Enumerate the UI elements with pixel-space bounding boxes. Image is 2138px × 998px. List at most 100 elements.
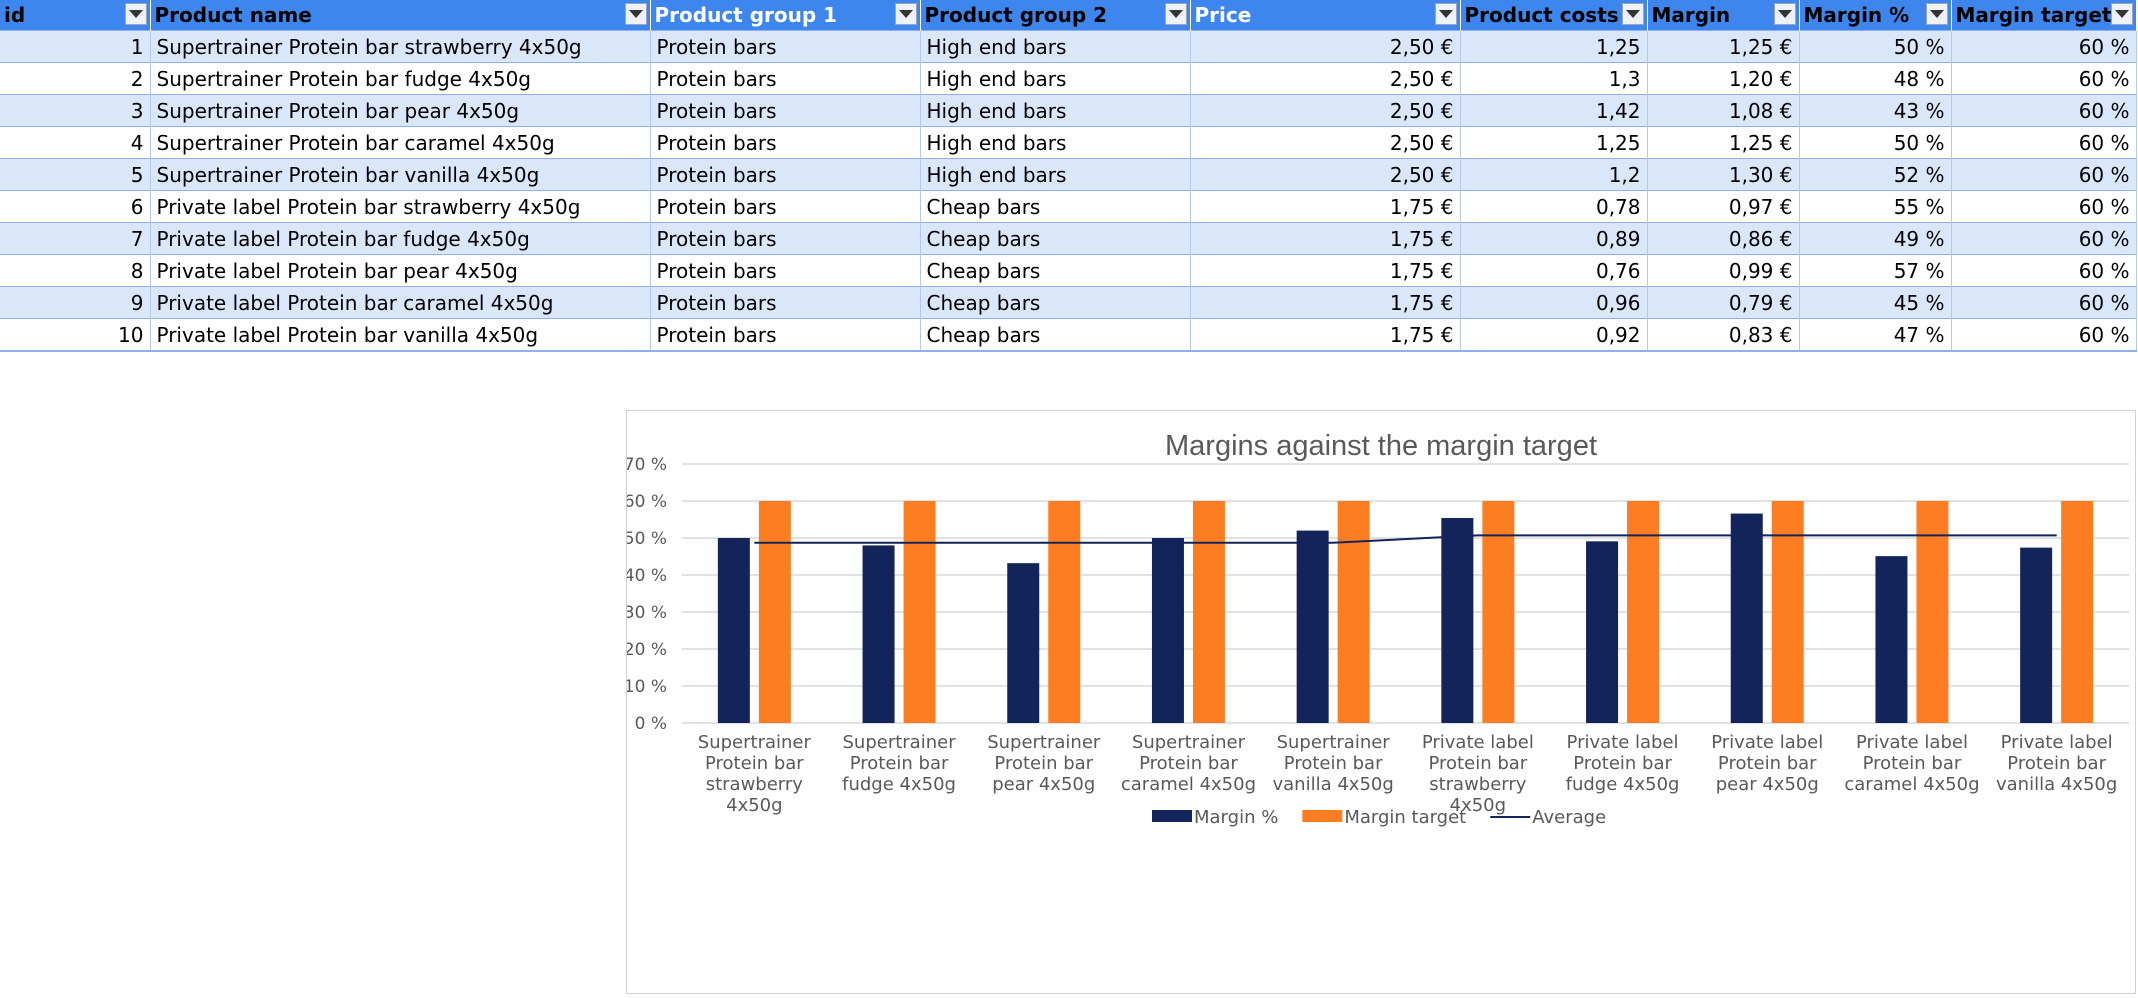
cell-margin-target[interactable]: 60 % — [1951, 30, 2137, 63]
table-row[interactable]: 9 Private label Protein bar caramel 4x50g… — [0, 286, 2137, 319]
cell-product-group-1[interactable]: Protein bars — [650, 62, 921, 95]
cell-product-costs[interactable]: 0,89 — [1460, 222, 1648, 255]
cell-id[interactable]: 6 — [0, 190, 151, 223]
cell-product-costs[interactable]: 0,96 — [1460, 286, 1648, 319]
filter-dropdown-icon[interactable] — [894, 3, 917, 25]
filter-dropdown-icon[interactable] — [124, 3, 147, 25]
cell-margin-target[interactable]: 60 % — [1951, 222, 2137, 255]
cell-price[interactable]: 2,50 € — [1190, 62, 1461, 95]
margin-chart[interactable]: Margins against the margin target 0 % 10 … — [626, 410, 2136, 994]
cell-product-name[interactable]: Supertrainer Protein bar vanilla 4x50g — [150, 158, 651, 191]
cell-product-group-2[interactable]: High end bars — [920, 30, 1191, 63]
cell-product-name[interactable]: Private label Protein bar strawberry 4x5… — [150, 190, 651, 223]
table-row[interactable]: 3 Supertrainer Protein bar pear 4x50g Prot… — [0, 94, 2137, 127]
cell-product-group-1[interactable]: Protein bars — [650, 94, 921, 127]
cell-margin-pct[interactable]: 57 % — [1799, 254, 1952, 287]
cell-margin-pct[interactable]: 47 % — [1799, 318, 1952, 352]
cell-product-costs[interactable]: 1,2 — [1460, 158, 1648, 191]
cell-product-costs[interactable]: 1,42 — [1460, 94, 1648, 127]
cell-product-name[interactable]: Supertrainer Protein bar fudge 4x50g — [150, 62, 651, 95]
cell-margin[interactable]: 0,79 € — [1647, 286, 1800, 319]
cell-id[interactable]: 7 — [0, 222, 151, 255]
cell-margin[interactable]: 0,97 € — [1647, 190, 1800, 223]
table-row[interactable]: 1 Supertrainer Protein bar strawberry 4x5… — [0, 30, 2137, 63]
cell-price[interactable]: 2,50 € — [1190, 158, 1461, 191]
column-header-product-group-1[interactable]: Product group 1 — [650, 0, 921, 31]
cell-product-costs[interactable]: 0,76 — [1460, 254, 1648, 287]
cell-product-group-2[interactable]: Cheap bars — [920, 254, 1191, 287]
cell-margin[interactable]: 1,25 € — [1647, 126, 1800, 159]
table-row[interactable]: 10 Private label Protein bar vanilla 4x50… — [0, 318, 2137, 352]
filter-dropdown-icon[interactable] — [1164, 3, 1187, 25]
cell-margin-pct[interactable]: 50 % — [1799, 30, 1952, 63]
cell-product-group-2[interactable]: Cheap bars — [920, 222, 1191, 255]
cell-product-name[interactable]: Supertrainer Protein bar pear 4x50g — [150, 94, 651, 127]
cell-margin-pct[interactable]: 43 % — [1799, 94, 1952, 127]
cell-product-group-1[interactable]: Protein bars — [650, 190, 921, 223]
cell-product-group-1[interactable]: Protein bars — [650, 222, 921, 255]
cell-margin-target[interactable]: 60 % — [1951, 286, 2137, 319]
table-row[interactable]: 7 Private label Protein bar fudge 4x50g Pr… — [0, 222, 2137, 255]
cell-margin[interactable]: 1,20 € — [1647, 62, 1800, 95]
cell-margin-pct[interactable]: 49 % — [1799, 222, 1952, 255]
cell-price[interactable]: 2,50 € — [1190, 94, 1461, 127]
cell-margin-target[interactable]: 60 % — [1951, 254, 2137, 287]
cell-id[interactable]: 4 — [0, 126, 151, 159]
cell-product-group-1[interactable]: Protein bars — [650, 286, 921, 319]
cell-id[interactable]: 9 — [0, 286, 151, 319]
column-header-id[interactable]: id — [0, 0, 151, 31]
cell-price[interactable]: 1,75 € — [1190, 318, 1461, 352]
column-header-margin-target[interactable]: Margin target — [1951, 0, 2137, 31]
cell-product-group-1[interactable]: Protein bars — [650, 158, 921, 191]
filter-dropdown-icon[interactable] — [1773, 3, 1796, 25]
cell-product-group-1[interactable]: Protein bars — [650, 126, 921, 159]
table-row[interactable]: 6 Private label Protein bar strawberry 4x… — [0, 190, 2137, 223]
cell-margin-pct[interactable]: 52 % — [1799, 158, 1952, 191]
cell-product-group-2[interactable]: High end bars — [920, 158, 1191, 191]
cell-margin-target[interactable]: 60 % — [1951, 62, 2137, 95]
cell-margin[interactable]: 1,30 € — [1647, 158, 1800, 191]
table-row[interactable]: 5 Supertrainer Protein bar vanilla 4x50g P… — [0, 158, 2137, 191]
cell-product-group-2[interactable]: Cheap bars — [920, 286, 1191, 319]
cell-price[interactable]: 2,50 € — [1190, 126, 1461, 159]
column-header-product-group-2[interactable]: Product group 2 — [920, 0, 1191, 31]
cell-price[interactable]: 1,75 € — [1190, 190, 1461, 223]
table-row[interactable]: 2 Supertrainer Protein bar fudge 4x50g Pro… — [0, 62, 2137, 95]
cell-product-name[interactable]: Private label Protein bar pear 4x50g — [150, 254, 651, 287]
cell-product-group-2[interactable]: Cheap bars — [920, 190, 1191, 223]
cell-id[interactable]: 8 — [0, 254, 151, 287]
cell-product-costs[interactable]: 0,92 — [1460, 318, 1648, 352]
cell-margin-pct[interactable]: 55 % — [1799, 190, 1952, 223]
filter-dropdown-icon[interactable] — [1434, 3, 1457, 25]
cell-margin-target[interactable]: 60 % — [1951, 126, 2137, 159]
cell-id[interactable]: 1 — [0, 30, 151, 63]
cell-margin-target[interactable]: 60 % — [1951, 190, 2137, 223]
cell-margin-pct[interactable]: 50 % — [1799, 126, 1952, 159]
cell-margin[interactable]: 1,08 € — [1647, 94, 1800, 127]
column-header-margin[interactable]: Margin — [1647, 0, 1800, 31]
cell-product-costs[interactable]: 1,25 — [1460, 126, 1648, 159]
cell-id[interactable]: 3 — [0, 94, 151, 127]
cell-product-group-1[interactable]: Protein bars — [650, 318, 921, 352]
cell-product-name[interactable]: Supertrainer Protein bar strawberry 4x50… — [150, 30, 651, 63]
cell-product-group-2[interactable]: High end bars — [920, 62, 1191, 95]
cell-product-name[interactable]: Private label Protein bar vanilla 4x50g — [150, 318, 651, 352]
column-header-margin-pct[interactable]: Margin % — [1799, 0, 1952, 31]
cell-margin-target[interactable]: 60 % — [1951, 158, 2137, 191]
column-header-product-name[interactable]: Product name — [150, 0, 651, 31]
cell-id[interactable]: 2 — [0, 62, 151, 95]
filter-dropdown-icon[interactable] — [1925, 3, 1948, 25]
cell-price[interactable]: 1,75 € — [1190, 286, 1461, 319]
cell-product-name[interactable]: Private label Protein bar fudge 4x50g — [150, 222, 651, 255]
filter-dropdown-icon[interactable] — [1621, 3, 1644, 25]
cell-price[interactable]: 1,75 € — [1190, 254, 1461, 287]
cell-product-group-1[interactable]: Protein bars — [650, 254, 921, 287]
cell-margin[interactable]: 0,99 € — [1647, 254, 1800, 287]
cell-id[interactable]: 5 — [0, 158, 151, 191]
cell-margin-pct[interactable]: 45 % — [1799, 286, 1952, 319]
cell-margin-pct[interactable]: 48 % — [1799, 62, 1952, 95]
cell-product-costs[interactable]: 0,78 — [1460, 190, 1648, 223]
cell-id[interactable]: 10 — [0, 318, 151, 352]
cell-margin-target[interactable]: 60 % — [1951, 94, 2137, 127]
cell-margin[interactable]: 0,86 € — [1647, 222, 1800, 255]
